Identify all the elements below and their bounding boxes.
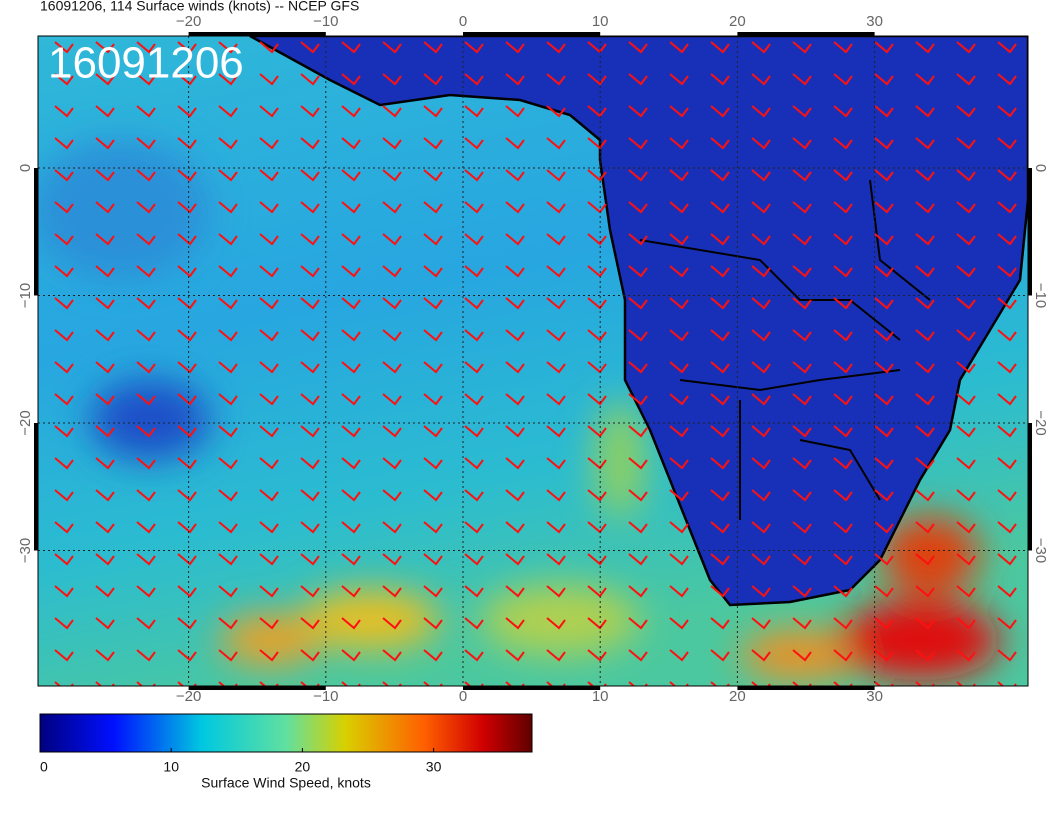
frame-bar <box>34 423 38 551</box>
lat-label-right: −30 <box>1032 538 1049 563</box>
colorbar-tick-label: 0 <box>40 759 48 775</box>
colorbar-tick-label: 30 <box>426 759 442 775</box>
lat-label-right: 0 <box>1032 164 1049 172</box>
frame-bar <box>34 168 38 296</box>
lon-label-top: 20 <box>729 13 746 30</box>
frame-bar <box>1028 168 1032 296</box>
colorbar <box>39 713 533 753</box>
lon-label-bottom: −20 <box>176 688 201 705</box>
frame-bar <box>737 32 875 36</box>
lat-label-left: −30 <box>17 538 34 563</box>
lon-label-bottom: 20 <box>729 688 746 705</box>
frame-bar <box>188 32 326 36</box>
map <box>38 36 1028 686</box>
grid <box>38 36 1028 686</box>
lon-label-bottom: 30 <box>866 688 883 705</box>
lat-label-right: −10 <box>1032 283 1049 308</box>
lat-label-left: −10 <box>17 283 34 308</box>
colorbar-tick-label: 10 <box>163 759 179 775</box>
lon-label-top: −10 <box>313 13 338 30</box>
lat-label-left: 0 <box>17 164 34 172</box>
frame-bar <box>1028 423 1032 551</box>
lon-label-top: 30 <box>866 13 883 30</box>
frame-bar <box>188 686 326 690</box>
lon-label-top: 0 <box>459 13 467 30</box>
lat-label-right: −20 <box>1032 410 1049 435</box>
frame-bar <box>737 686 875 690</box>
date-stamp: 16091206 <box>48 39 244 88</box>
colorbar-tick-label: 20 <box>295 759 311 775</box>
lon-label-bottom: 10 <box>592 688 609 705</box>
lon-label-top: −20 <box>176 13 201 30</box>
lat-label-left: −20 <box>17 410 34 435</box>
colorbar-label: Surface Wind Speed, knots <box>201 775 371 791</box>
frame-bar <box>463 32 601 36</box>
frame-bar <box>463 686 601 690</box>
lon-label-bottom: 0 <box>459 688 467 705</box>
title: 16091206, 114 Surface winds (knots) -- N… <box>40 0 359 14</box>
frame-bars <box>34 32 1032 690</box>
wind-barbs <box>38 36 1028 686</box>
lon-label-top: 10 <box>592 13 609 30</box>
lon-label-bottom: −10 <box>313 688 338 705</box>
